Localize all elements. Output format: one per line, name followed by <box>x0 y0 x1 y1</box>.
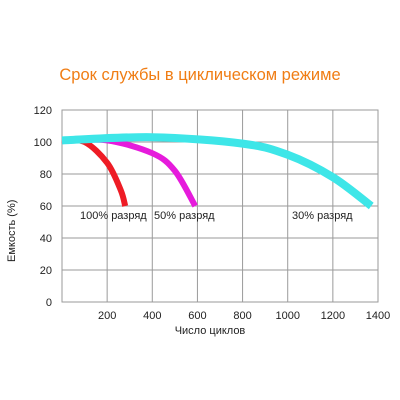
x-tick-label: 600 <box>188 310 206 322</box>
series-curve-2 <box>61 136 198 208</box>
y-tick-label: 40 <box>40 233 52 245</box>
y-tick-label: 60 <box>40 201 52 213</box>
chart-title: Срок службы в циклическом режиме <box>59 66 341 84</box>
series-annotation-3: 30% разряд <box>292 210 353 222</box>
x-axis-label: Число циклов <box>174 325 246 337</box>
x-tick-label: 200 <box>98 310 116 322</box>
series-annotation-1: 100% разряд <box>80 210 147 222</box>
y-tick-label: 120 <box>34 105 52 117</box>
x-tick-label: 400 <box>143 310 161 322</box>
series-curve-1 <box>61 136 129 207</box>
x-tick-label: 1000 <box>275 310 299 322</box>
y-tick-label: 80 <box>40 169 52 181</box>
series-annotation-2: 50% разряд <box>154 210 215 222</box>
x-tick-label: 1400 <box>366 310 390 322</box>
y-tick-label: 0 <box>46 297 52 309</box>
y-tick-label: 100 <box>34 137 52 149</box>
x-tick-label: 800 <box>233 310 251 322</box>
series-curve-3 <box>61 133 374 210</box>
y-tick-label: 20 <box>40 265 52 277</box>
x-tick-label: 1200 <box>321 310 345 322</box>
y-axis-label: Емкость (%) <box>6 199 18 262</box>
